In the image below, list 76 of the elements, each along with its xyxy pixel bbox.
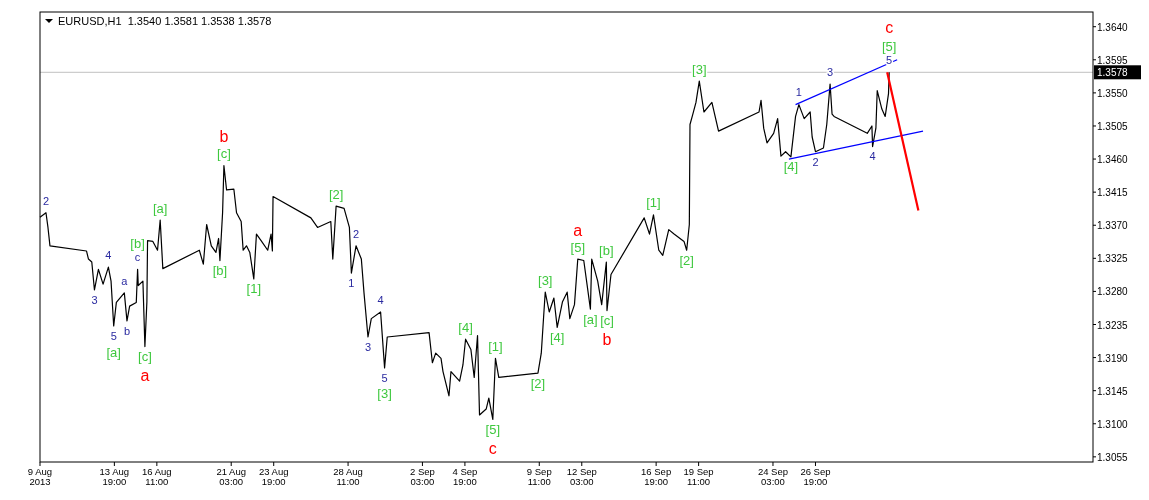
y-tick-label: 1.3235 — [1097, 319, 1129, 331]
annotation: 4 — [377, 293, 384, 306]
annotation: 2 — [42, 194, 50, 207]
annotation: [b] — [212, 263, 228, 279]
annotation: [3] — [692, 61, 707, 77]
annotation: [5] — [485, 421, 501, 437]
annotation: 1 — [795, 86, 802, 99]
y-tick-label: 1.3640 — [1097, 21, 1129, 33]
annotation: [b] — [599, 242, 614, 258]
x-tick-label: 24 Sep 03:00 — [757, 466, 789, 488]
x-tick-label: 9 Aug 2013 — [27, 466, 53, 488]
annotation: b — [219, 128, 229, 146]
y-tick-label: 1.3415 — [1097, 187, 1129, 199]
annotation: [c] — [138, 349, 152, 365]
x-tick-label: 26 Sep 19:00 — [800, 466, 831, 488]
ref-line-label: 1.3578 — [1097, 67, 1129, 79]
annotation: 2 — [812, 155, 819, 168]
annotation: 5 — [110, 329, 117, 342]
y-tick-label: 1.3550 — [1097, 87, 1129, 99]
y-tick-label: 1.3325 — [1097, 253, 1129, 265]
annotation: [a] — [152, 200, 168, 216]
annotation: [1] — [246, 281, 262, 297]
annotation: b — [123, 324, 131, 337]
annotation: [1] — [646, 195, 661, 211]
annotation: 3 — [91, 293, 98, 306]
annotation: 3 — [827, 65, 834, 78]
x-tick-label: 4 Sep 19:00 — [452, 466, 478, 488]
annotation: [c] — [600, 313, 614, 329]
x-tick-label: 21 Aug 03:00 — [216, 466, 247, 488]
y-tick-label: 1.3190 — [1097, 352, 1129, 364]
annotation: [5] — [881, 38, 897, 54]
annotation: c — [488, 439, 497, 457]
annotation: [c] — [217, 146, 231, 162]
annotation: [b] — [130, 235, 145, 251]
x-tick-label: 13 Aug 19:00 — [99, 466, 130, 488]
chart-title: EURUSD,H1 1.3540 1.3581 1.3538 1.3578 — [58, 15, 272, 27]
x-tick-label: 12 Sep 03:00 — [566, 466, 597, 488]
annotation: [1] — [488, 338, 503, 354]
annotation: [4] — [783, 159, 799, 175]
annotation: a — [573, 221, 583, 239]
annotation: [3] — [538, 272, 553, 288]
y-tick-label: 1.3280 — [1097, 286, 1129, 298]
annotation: 2 — [352, 227, 360, 240]
annotation: b — [602, 331, 612, 349]
y-tick-label: 1.3505 — [1097, 120, 1129, 132]
annotation: 4 — [105, 249, 112, 261]
x-tick-label: 28 Aug 11:00 — [333, 466, 363, 488]
annotation: 5 — [381, 371, 388, 384]
y-tick-label: 1.3460 — [1097, 154, 1129, 166]
annotation: [a] — [583, 311, 598, 327]
x-tick-label: 2 Sep 03:00 — [410, 466, 435, 488]
annotation: c — [885, 18, 894, 36]
y-tick-label: 1.3100 — [1097, 418, 1129, 430]
annotation: [3] — [377, 386, 392, 402]
x-tick-label: 9 Sep 11:00 — [526, 466, 552, 488]
annotation: [2] — [679, 252, 694, 268]
annotation: 3 — [364, 340, 372, 353]
x-tick-label: 19 Sep 11:00 — [683, 466, 714, 488]
y-tick-label: 1.3055 — [1097, 451, 1129, 463]
x-tick-label: 16 Aug 11:00 — [142, 466, 172, 488]
annotation: [a] — [106, 344, 121, 360]
y-tick-label: 1.3370 — [1097, 220, 1129, 232]
x-tick-label: 16 Sep 19:00 — [641, 466, 672, 488]
annotation: [2] — [530, 375, 546, 391]
annotation: 4 — [869, 150, 876, 163]
annotation: [2] — [328, 186, 344, 202]
annotation: a — [121, 274, 129, 287]
annotation: 1 — [348, 276, 355, 289]
annotation: [4] — [549, 329, 565, 345]
annotation: [5] — [570, 239, 586, 255]
x-tick-label: 23 Aug 19:00 — [258, 466, 289, 488]
annotation: [4] — [458, 319, 473, 335]
y-tick-label: 1.3595 — [1097, 54, 1129, 66]
y-tick-label: 1.3145 — [1097, 385, 1129, 397]
annotation: a — [140, 367, 150, 385]
annotation: c — [134, 251, 141, 264]
